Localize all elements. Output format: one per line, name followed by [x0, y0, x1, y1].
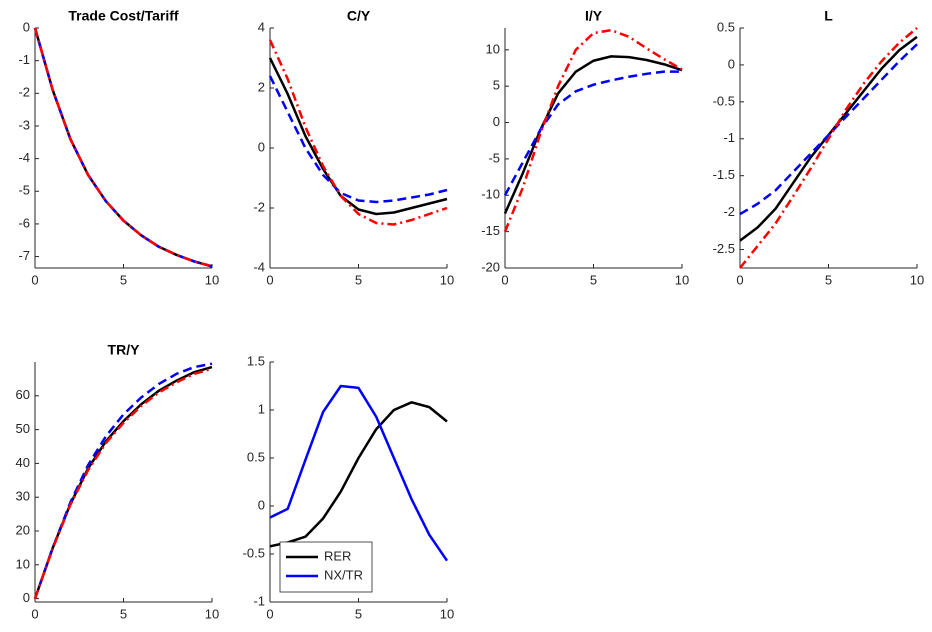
y-tick-label: -2 [723, 204, 735, 219]
y-tick-label: 0 [493, 114, 500, 129]
x-tick-label: 5 [355, 272, 362, 287]
y-tick-label: -5 [488, 150, 500, 165]
y-tick-label: 1 [258, 401, 265, 416]
y-tick-label: 5 [493, 78, 500, 93]
y-tick-label: -2 [253, 199, 265, 214]
y-tick-label: -2.5 [713, 241, 735, 256]
x-tick-label: 5 [590, 272, 597, 287]
x-tick-label: 5 [120, 272, 127, 287]
series-line [269, 384, 449, 562]
y-tick-label: -0.5 [243, 545, 265, 560]
y-tick-label: 20 [16, 522, 30, 537]
y-tick-label: 0 [258, 139, 265, 154]
series-line [268, 75, 448, 204]
y-tick-label: 50 [16, 421, 30, 436]
subplot-title: C/Y [347, 8, 371, 24]
series-line [268, 57, 448, 216]
y-tick-label: -20 [481, 259, 500, 274]
y-tick-label: -10 [481, 187, 500, 202]
series-line [33, 27, 213, 268]
y-tick-label: -4 [18, 150, 30, 165]
y-tick-label: -1 [18, 52, 30, 67]
y-tick-label: -0.5 [713, 93, 735, 108]
series-line [503, 70, 682, 196]
x-tick-label: 5 [355, 606, 362, 621]
y-tick-label: -5 [18, 183, 30, 198]
series-line [739, 27, 918, 269]
y-tick-label: -15 [481, 223, 500, 238]
y-tick-label: -1.5 [713, 167, 735, 182]
subplot: TR/Y 0 10 20 30 40 50 60 0 5 10 [16, 342, 220, 622]
series-line [33, 367, 213, 600]
y-tick-label: 0 [728, 56, 735, 71]
subplot-title: Trade Cost/Tariff [68, 8, 179, 24]
subplot: C/Y -4 -2 0 2 4 0 5 10 [253, 8, 454, 288]
subplot: I/Y -20 -15 -10 -5 0 5 10 0 5 10 [481, 8, 689, 288]
y-tick-label: 40 [16, 455, 30, 470]
subplot: L -2.5 -2 -1.5 -1 -0.5 0 0.5 0 5 10 [713, 8, 925, 288]
series-line [33, 362, 213, 600]
x-tick-label: 5 [120, 606, 127, 621]
y-tick-label: -6 [18, 215, 30, 230]
series-line [739, 43, 918, 216]
y-tick-label: -1 [723, 130, 735, 145]
y-tick-label: 10 [486, 41, 500, 56]
y-tick-label: 4 [258, 19, 265, 34]
y-tick-label: 1.5 [247, 353, 265, 368]
x-tick-label: 10 [205, 606, 219, 621]
series-line [33, 365, 213, 600]
legend-label: RER [324, 548, 351, 563]
y-tick-label: 0 [258, 497, 265, 512]
y-tick-label: 0.5 [717, 19, 735, 34]
subplot: Trade Cost/Tariff -7 -6 -5 -4 -3 -2 -1 0 0 5 10 [18, 8, 219, 288]
subplot: -1 -0.5 0 0.5 1 1.5 0 5 10 RER NX/TR [243, 353, 455, 621]
series-line [269, 401, 448, 548]
series-line [33, 27, 213, 268]
y-tick-label: 10 [16, 556, 30, 571]
series-line [503, 55, 683, 214]
x-tick-label: 0 [31, 272, 38, 287]
y-tick-label: -3 [18, 117, 30, 132]
y-tick-label: -2 [18, 85, 30, 100]
series-line [268, 39, 448, 226]
y-tick-label: 0 [23, 19, 30, 34]
x-tick-label: 10 [205, 272, 219, 287]
x-tick-label: 5 [825, 272, 832, 287]
x-tick-label: 0 [266, 272, 273, 287]
y-tick-label: 30 [16, 489, 30, 504]
x-tick-label: 10 [440, 272, 454, 287]
y-tick-label: -7 [18, 248, 30, 263]
x-tick-label: 0 [266, 606, 273, 621]
x-tick-label: 0 [31, 606, 38, 621]
legend-box [279, 541, 373, 593]
legend-label: NX/TR [324, 567, 363, 582]
x-tick-label: 0 [501, 272, 508, 287]
y-tick-label: 0 [23, 590, 30, 605]
x-tick-label: 10 [440, 606, 454, 621]
y-tick-label: 0.5 [247, 449, 265, 464]
x-tick-label: 10 [675, 272, 689, 287]
y-tick-label: 60 [16, 387, 30, 402]
legend: RER NX/TR [279, 541, 373, 593]
subplot-title: L [824, 8, 833, 24]
y-tick-label: 2 [258, 79, 265, 94]
x-tick-label: 0 [736, 272, 743, 287]
y-tick-label: -1 [253, 593, 265, 608]
x-tick-label: 10 [910, 272, 924, 287]
series-line [33, 27, 213, 268]
y-tick-label: -4 [253, 259, 265, 274]
subplot-title: TR/Y [108, 342, 141, 358]
subplot-title: I/Y [585, 8, 603, 24]
